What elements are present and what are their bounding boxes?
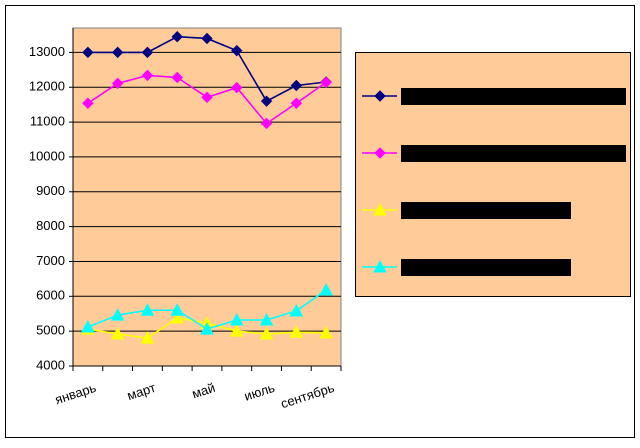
marker (289, 303, 304, 317)
marker (110, 326, 125, 340)
marker (259, 312, 274, 326)
marker (229, 312, 244, 326)
marker (260, 117, 273, 130)
marker (259, 326, 274, 340)
marker (141, 46, 154, 59)
y-tick-label: 9000 (36, 183, 65, 198)
marker (320, 76, 332, 89)
y-tick-label: 7000 (36, 253, 65, 268)
marker (82, 97, 94, 109)
marker (319, 282, 333, 296)
legend-redacted (401, 88, 626, 105)
marker (170, 310, 185, 324)
marker (201, 91, 213, 104)
marker (111, 77, 124, 90)
y-tick-label: 4000 (36, 357, 65, 372)
marker (229, 324, 244, 337)
marker (170, 303, 185, 316)
marker (260, 95, 273, 107)
marker (141, 69, 154, 82)
marker (374, 90, 386, 102)
marker (111, 46, 124, 59)
marker (374, 147, 386, 159)
marker (231, 81, 243, 94)
x-tick-label: май (190, 380, 217, 402)
marker (373, 259, 387, 273)
marker (289, 325, 304, 338)
y-tick-label: 12000 (29, 79, 65, 94)
marker (290, 79, 303, 92)
y-tick-label: 8000 (36, 218, 65, 233)
legend-redacted (401, 259, 571, 276)
marker (201, 32, 213, 45)
y-tick-label: 6000 (36, 288, 65, 303)
marker (373, 202, 387, 216)
y-tick-label: 13000 (29, 44, 65, 59)
marker (171, 31, 183, 43)
marker (140, 303, 155, 316)
legend-redacted (401, 202, 571, 219)
marker (140, 331, 155, 344)
legend-redacted (401, 145, 626, 162)
y-tick-label: 11000 (30, 114, 65, 129)
marker (81, 319, 95, 333)
marker (319, 325, 333, 339)
y-tick-label: 5000 (36, 323, 65, 338)
y-tick-label: 10000 (29, 148, 65, 163)
marker (110, 308, 125, 321)
marker (200, 322, 214, 335)
marker (231, 44, 243, 57)
marker (290, 97, 303, 109)
marker (171, 71, 183, 84)
marker (82, 46, 94, 59)
